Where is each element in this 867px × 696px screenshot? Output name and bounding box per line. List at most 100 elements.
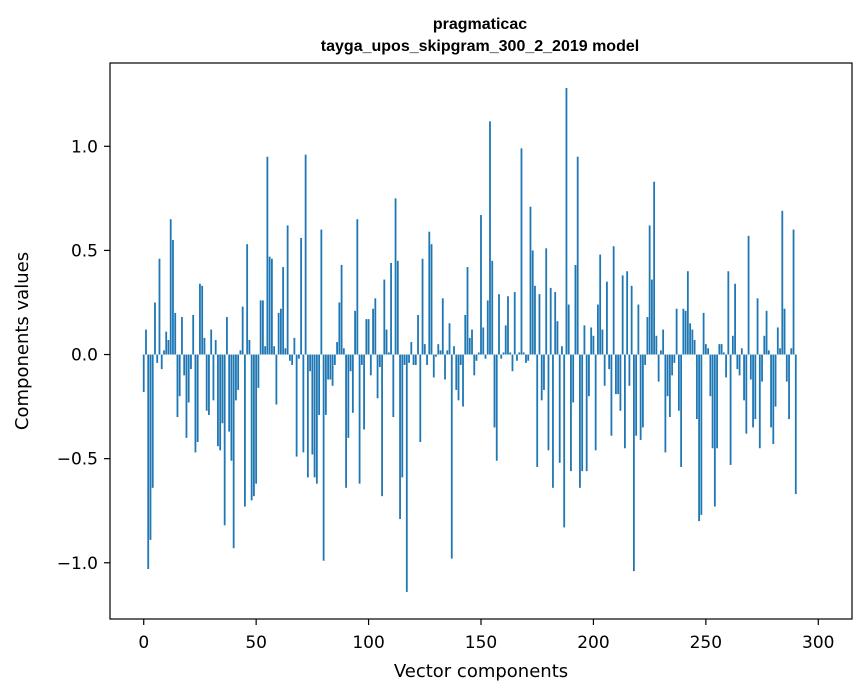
bar [693, 339, 696, 355]
bar [731, 335, 734, 355]
bar [644, 354, 647, 365]
bar [603, 354, 606, 386]
bar [765, 310, 768, 355]
bar [351, 354, 354, 413]
bar [439, 350, 442, 355]
bar [722, 352, 725, 355]
bar [480, 215, 482, 355]
bar [347, 354, 350, 438]
bar [295, 354, 298, 457]
bar [547, 354, 550, 451]
bar [752, 354, 754, 428]
bar [356, 219, 359, 355]
bar [583, 325, 586, 355]
bar [284, 348, 287, 355]
bar [279, 308, 282, 355]
bar [381, 354, 383, 497]
bar [570, 354, 572, 472]
x-tick-label: 0 [138, 633, 149, 653]
bar [329, 354, 332, 380]
bar [448, 323, 451, 355]
bar [792, 229, 795, 355]
bar [729, 354, 732, 465]
y-axis-label: Components values [12, 252, 33, 430]
bar [270, 258, 273, 355]
bar [372, 308, 374, 355]
bar [673, 354, 676, 363]
bar [549, 287, 552, 355]
bar [540, 354, 543, 401]
bar [354, 310, 356, 355]
bar [277, 312, 280, 355]
bar [772, 354, 775, 445]
bar [558, 354, 561, 463]
bar [455, 354, 458, 390]
bar [333, 354, 336, 365]
bar [266, 156, 269, 355]
bar [154, 302, 156, 355]
bar [423, 344, 426, 355]
bar [776, 327, 779, 355]
bar [196, 354, 199, 442]
bar [399, 354, 401, 520]
bar [561, 346, 563, 355]
bar [482, 327, 485, 355]
bar [394, 198, 397, 355]
bar [378, 354, 381, 368]
bar [167, 339, 170, 355]
bar [392, 354, 395, 418]
bar [495, 354, 498, 461]
bar [513, 292, 516, 355]
bar [156, 354, 159, 363]
bar [401, 354, 404, 478]
bar [257, 354, 260, 388]
bar [615, 354, 617, 395]
bar [543, 354, 545, 390]
bar [594, 354, 597, 451]
bar [165, 331, 168, 355]
bar [659, 350, 662, 355]
bar [383, 279, 386, 355]
bar [201, 285, 204, 355]
bar [610, 354, 613, 436]
bar [259, 300, 262, 355]
bar [304, 154, 307, 355]
bar [754, 354, 757, 420]
bar [309, 354, 312, 372]
bar [264, 346, 267, 355]
bar [545, 248, 548, 355]
bar [500, 354, 503, 359]
bar [695, 354, 698, 420]
bar [486, 300, 489, 355]
bar [727, 271, 730, 355]
bar [718, 344, 721, 355]
bar [187, 354, 190, 403]
bar [790, 348, 793, 355]
bar [704, 344, 707, 355]
bar [657, 354, 660, 382]
x-tick-label: 300 [802, 633, 834, 653]
bar [358, 354, 361, 484]
bar [300, 237, 303, 355]
bar [363, 354, 365, 430]
bar [147, 354, 150, 570]
bar [579, 354, 581, 488]
bar [711, 354, 714, 449]
bar [331, 354, 334, 386]
bar [322, 354, 325, 561]
bar [163, 350, 165, 355]
bar [567, 304, 570, 355]
bar [788, 354, 790, 420]
bar [376, 354, 379, 399]
bar [700, 354, 703, 515]
bar [682, 308, 685, 355]
bar [417, 314, 419, 355]
bar [761, 354, 763, 382]
bar [684, 310, 687, 355]
bar [698, 354, 700, 522]
bar [585, 354, 588, 472]
bar [217, 354, 219, 447]
bar [151, 354, 154, 488]
bar [588, 354, 590, 397]
